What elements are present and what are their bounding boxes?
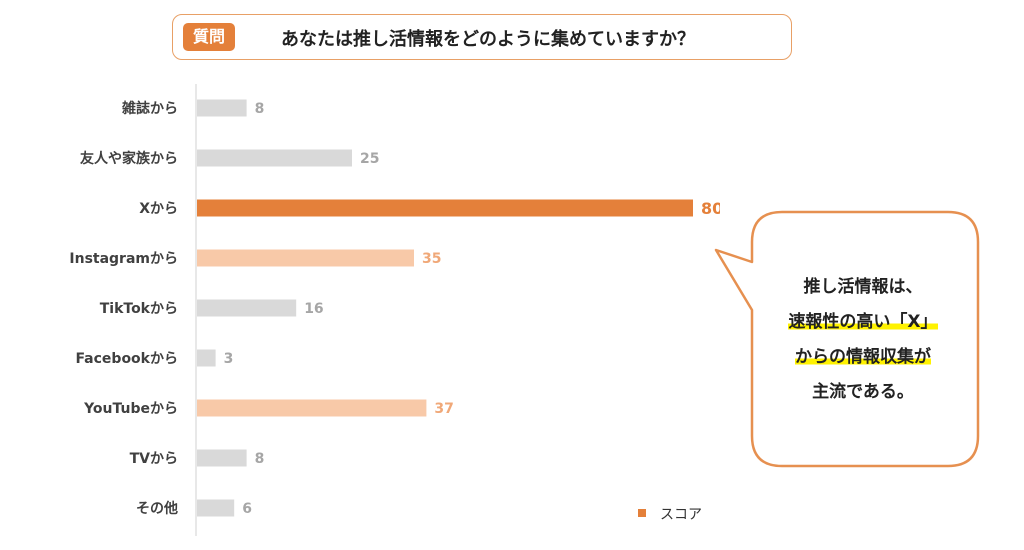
data-label: 35 xyxy=(422,251,441,267)
bar xyxy=(197,399,427,417)
callout-line-4: 主流である。 xyxy=(812,382,914,402)
question-badge: 質問 xyxy=(183,23,235,51)
legend-label: スコア xyxy=(660,507,702,523)
chart-legend: スコア xyxy=(638,504,702,524)
category-label: 友人や家族から xyxy=(80,150,178,167)
bar xyxy=(197,299,297,317)
category-label: Xから xyxy=(139,201,178,217)
category-label: YouTubeから xyxy=(83,401,178,417)
question-box: 質問 あなたは推し活情報をどのように集めていますか？ xyxy=(172,14,792,60)
bar xyxy=(197,199,693,217)
data-label: 16 xyxy=(304,301,323,317)
data-label: 3 xyxy=(224,351,234,367)
category-label: TVから xyxy=(130,451,178,467)
callout-line-2: 速報性の高い「X」 xyxy=(788,312,938,332)
data-label: 37 xyxy=(434,401,453,417)
callout-text: 推し活情報は、 速報性の高い「X」 からの情報収集が 主流である。 xyxy=(752,270,974,410)
legend-swatch xyxy=(638,509,646,517)
data-label: 8 xyxy=(255,101,265,117)
bar-chart: 雑誌から 8 友人や家族から 25 Xから 80 Instagramから 35 TikTokから… xyxy=(69,84,720,536)
bar xyxy=(197,249,414,267)
category-label: 雑誌から xyxy=(121,100,178,117)
bar xyxy=(197,99,247,117)
category-label: その他 xyxy=(136,500,178,517)
bar xyxy=(197,499,235,517)
data-label: 8 xyxy=(255,451,265,467)
bar xyxy=(197,149,352,167)
bar xyxy=(197,349,216,367)
question-text: あなたは推し活情報をどのように集めていますか？ xyxy=(281,29,695,50)
bar xyxy=(197,449,247,467)
data-label: 6 xyxy=(242,501,252,517)
callout-bubble xyxy=(714,210,980,468)
callout-line-1: 推し活情報は、 xyxy=(803,277,923,297)
callout-line-3: からの情報収集が xyxy=(795,347,931,367)
data-label: 25 xyxy=(360,151,379,167)
category-label: TikTokから xyxy=(100,301,178,317)
data-label: 80 xyxy=(701,199,720,218)
category-label: Instagramから xyxy=(69,251,178,267)
category-label: Facebookから xyxy=(75,351,178,367)
